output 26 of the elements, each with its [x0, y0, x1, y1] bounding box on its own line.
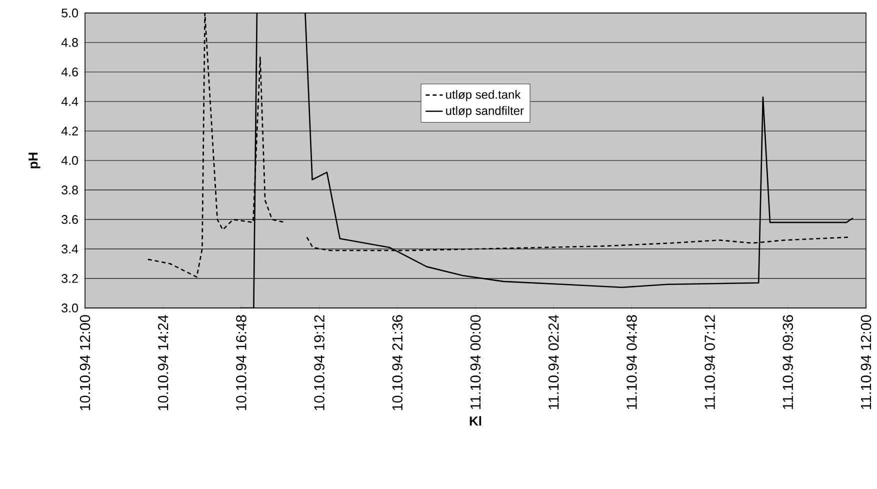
y-tick-label: 3.8 — [62, 186, 78, 194]
y-tick-label: 3.2 — [62, 274, 78, 283]
x-tick-label: 11.10.94 02:24 — [548, 314, 559, 410]
y-tick-label: 4.6 — [61, 68, 78, 76]
y-tick-label: 4.2 — [61, 126, 78, 136]
y-tick-label: 4.0 — [61, 156, 78, 165]
x-tick-label: 11.10.94 09:36 — [782, 315, 794, 410]
x-tick-label: 10.10.94 14:24 — [158, 314, 168, 410]
x-tick-label: 10.10.94 19:12 — [314, 315, 324, 410]
x-tick-label: 10.10.94 12:00 — [80, 315, 90, 410]
y-tick-label: 4.8 — [61, 38, 78, 47]
y-tick-label: 3.4 — [62, 244, 78, 254]
y-axis-title: pH — [28, 152, 40, 168]
x-tick-label: 11.10.94 12:00 — [860, 315, 872, 410]
x-axis-title: Kl — [470, 416, 482, 426]
legend-label: utløp sed.tank — [446, 90, 521, 102]
legend-label: utløp sandfilter — [446, 106, 524, 118]
x-tick-label: 11.10.94 00:00 — [470, 315, 481, 410]
x-tick-label: 10.10.94 16:48 — [236, 315, 246, 410]
y-tick-label: 5.0 — [62, 8, 78, 18]
x-tick-label: 11.10.94 07:12 — [704, 315, 715, 410]
y-tick-label: 3.0 — [62, 304, 78, 312]
y-tick-label: 3.6 — [62, 215, 78, 224]
y-tick-label: 4.4 — [61, 97, 78, 106]
x-tick-label: 10.10.94 21:36 — [392, 315, 403, 410]
x-tick-label: 11.10.94 04:48 — [626, 315, 637, 410]
